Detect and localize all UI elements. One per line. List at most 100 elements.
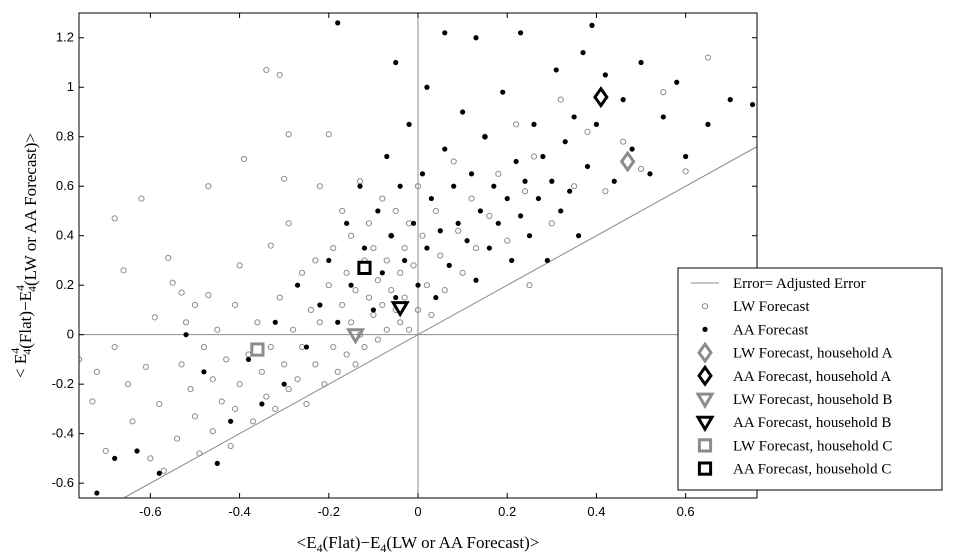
data-point (580, 49, 586, 56)
data-point (312, 361, 319, 368)
data-point (455, 220, 461, 226)
data-point (446, 262, 452, 268)
data-point (397, 319, 404, 326)
data-point (414, 306, 422, 314)
legend-marker (697, 364, 713, 387)
data-point (401, 244, 408, 252)
data-point (317, 302, 323, 308)
data-point (267, 343, 274, 351)
data-point (611, 178, 617, 184)
data-point (232, 301, 239, 309)
y-axis-label-part: 4 (13, 285, 27, 291)
data-point (343, 351, 350, 358)
legend-label: AA Forecast, household B (733, 415, 891, 431)
data-point (196, 450, 203, 457)
data-point (370, 307, 376, 313)
legend-marker (695, 392, 715, 409)
data-point (638, 59, 644, 66)
data-point (548, 220, 555, 227)
data-point (674, 79, 680, 85)
data-point (335, 319, 341, 325)
data-point (530, 153, 538, 160)
y-axis-label-part: 4 (25, 286, 39, 292)
data-point (379, 301, 386, 309)
data-point (495, 220, 501, 226)
data-point (178, 361, 185, 368)
legend-label: AA Forecast (733, 322, 809, 338)
data-point (593, 121, 600, 127)
data-point (303, 344, 310, 350)
data-points (79, 20, 756, 496)
data-point (553, 67, 559, 73)
data-point (245, 356, 252, 363)
data-point (151, 314, 158, 321)
data-point (428, 195, 434, 202)
data-point (392, 207, 399, 215)
data-point (223, 356, 230, 363)
data-point (419, 171, 426, 177)
legend-marker (701, 303, 709, 310)
data-point (513, 158, 519, 165)
data-point (330, 343, 337, 351)
data-point (330, 244, 337, 252)
data-point (165, 254, 172, 262)
data-point (156, 470, 162, 476)
y-axis-label-part: (LW or AA Forecast)> (21, 133, 40, 286)
data-point (406, 121, 412, 127)
data-point (178, 289, 185, 296)
data-point (335, 20, 341, 26)
data-point (334, 368, 341, 375)
data-point (415, 282, 421, 288)
data-point (160, 467, 167, 474)
data-point (209, 428, 216, 435)
data-point (390, 301, 410, 318)
legend-marker (697, 438, 713, 453)
data-point (414, 183, 422, 190)
data-point (397, 269, 404, 276)
data-point (455, 227, 462, 234)
data-point (379, 195, 386, 202)
data-point (94, 490, 100, 496)
data-point (325, 282, 332, 289)
data-point (558, 208, 564, 214)
data-point (124, 381, 132, 388)
data-point (660, 114, 666, 120)
data-point (589, 22, 595, 28)
data-point (451, 183, 457, 189)
legend-label: Error= Adjusted Error (733, 276, 866, 292)
data-point (402, 257, 408, 264)
x-tick-label: -0.4 (228, 504, 250, 519)
data-point (344, 220, 350, 226)
data-point (513, 121, 520, 128)
y-tick-label: 0.4 (56, 228, 74, 243)
data-point (236, 381, 243, 388)
data-point (567, 188, 573, 194)
data-point (240, 155, 248, 163)
y-tick-label: -0.2 (52, 376, 74, 391)
legend-label: LW Forecast, household A (733, 346, 893, 362)
data-point (459, 269, 466, 276)
x-tick-label: 0.4 (587, 504, 605, 519)
data-point (544, 257, 550, 264)
y-axis-label-part: 4 (8, 348, 22, 354)
data-point (209, 376, 216, 383)
data-point (629, 146, 635, 152)
x-tick-label: 0.2 (498, 504, 516, 519)
data-point (214, 326, 221, 333)
data-point (575, 233, 582, 239)
data-point (486, 212, 493, 220)
data-point (352, 287, 359, 294)
data-point (343, 269, 350, 276)
data-point (531, 121, 537, 127)
data-point (727, 97, 733, 103)
data-point (491, 183, 497, 189)
data-point (535, 195, 542, 202)
data-point (468, 171, 475, 177)
data-point (258, 368, 265, 375)
data-point (584, 163, 591, 170)
data-point (460, 109, 466, 115)
series-0 (79, 54, 712, 474)
data-point (401, 294, 408, 301)
data-point (191, 301, 199, 309)
data-point (281, 361, 288, 368)
